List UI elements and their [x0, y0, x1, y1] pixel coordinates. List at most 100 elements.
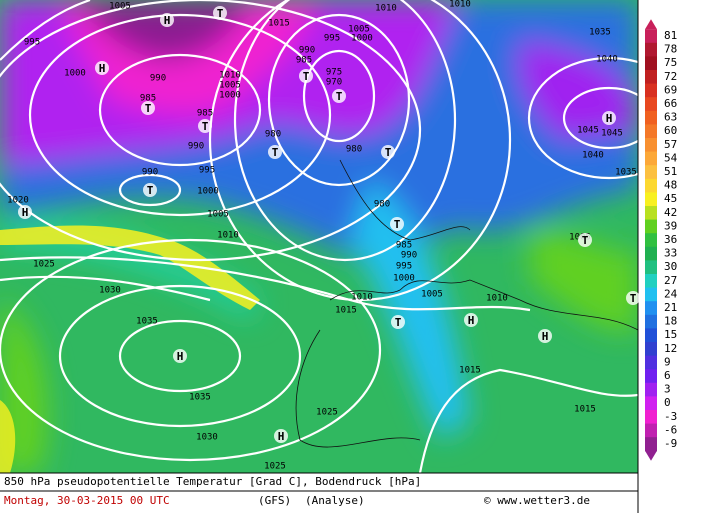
isobar-label: 980: [374, 200, 390, 210]
isobar-label: 990: [142, 168, 158, 178]
pressure-center: T: [582, 234, 589, 247]
isobar-label: 1035: [589, 28, 611, 38]
center-halo: [268, 145, 282, 159]
colorbar-label: 36: [664, 233, 677, 246]
colorbar-swatch: [645, 287, 657, 302]
center-halo: [160, 13, 174, 27]
colorbar-label: 81: [664, 29, 677, 42]
isobar-label: 1005: [348, 25, 370, 35]
colorbar-label: 21: [664, 301, 677, 314]
center-halo: [391, 315, 405, 329]
isobar-label: 1010: [486, 294, 508, 304]
colorbar-label: 69: [664, 83, 677, 96]
colorbar-label: 51: [664, 165, 677, 178]
center-halo: [274, 429, 288, 443]
colorbar-swatch: [645, 178, 657, 193]
pressure-center: H: [164, 14, 171, 27]
colorbar-label: 75: [664, 56, 677, 69]
isobar-label: 1040: [596, 55, 618, 65]
isobar-label: 1000: [197, 187, 219, 197]
colorbar-swatch: [645, 124, 657, 139]
center-halo: [18, 205, 32, 219]
isobar-label: 990: [401, 251, 417, 261]
center-halo: [381, 145, 395, 159]
colorbar-swatch: [645, 355, 657, 370]
isobar-label: 1010: [351, 293, 373, 303]
pressure-center: T: [303, 70, 310, 83]
isobar-label: 1045: [577, 126, 599, 136]
colorbar-label: 63: [664, 111, 677, 124]
colorbar-label: 30: [664, 260, 677, 273]
isobar-label: 1025: [33, 260, 55, 270]
colorbar-label: 9: [664, 355, 671, 368]
colorbar-swatch: [645, 437, 657, 452]
isobar-label: 995: [24, 38, 40, 48]
isobar-label: 990: [188, 142, 204, 152]
colorbar-swatch: [645, 260, 657, 275]
center-halo: [173, 349, 187, 363]
pressure-center: H: [99, 62, 106, 75]
colorbar-label: 27: [664, 274, 677, 287]
colorbar-label: -3: [664, 410, 677, 423]
isobar-label: 1035: [136, 317, 158, 327]
pressure-center: H: [468, 314, 475, 327]
isobar-label: 1000: [219, 91, 241, 101]
isobar-label: 980: [265, 130, 281, 140]
isobar-label: 1025: [264, 462, 286, 472]
isobar-label: 1015: [268, 19, 290, 29]
colorbar-swatch: [645, 219, 657, 234]
isobar-label: 985: [197, 109, 213, 119]
footer-credit: © www.wetter3.de: [484, 494, 590, 507]
colorbar-swatch: [645, 206, 657, 221]
isobar-label: 985: [140, 94, 156, 104]
isobar-label: 1005: [109, 2, 131, 12]
colorbar-swatch: [645, 83, 657, 98]
pressure-center: T: [395, 316, 402, 329]
center-halo: [299, 69, 313, 83]
isobar-label: 1010: [375, 4, 397, 14]
pressure-center: H: [542, 330, 549, 343]
pressure-center: T: [147, 184, 154, 197]
colorbar-label: 3: [664, 383, 671, 396]
colorbar-label: 33: [664, 247, 677, 260]
colorbar-label: 12: [664, 342, 677, 355]
pressure-center: T: [202, 120, 209, 133]
colorbar-label: 60: [664, 124, 677, 137]
footer-kind: (Analyse): [305, 494, 365, 507]
colorbar-label: 6: [664, 369, 671, 382]
colorbar-label: 18: [664, 315, 677, 328]
isobar-label: 1005: [207, 210, 229, 220]
center-halo: [626, 291, 640, 305]
isobar-label: 1015: [574, 405, 596, 415]
colorbar-swatch: [645, 328, 657, 343]
center-halo: [464, 313, 478, 327]
pressure-center: H: [606, 112, 613, 125]
isobar-label: 980: [346, 145, 362, 155]
center-halo: [538, 329, 552, 343]
isobar-label: 990: [299, 46, 315, 56]
colorbar-swatch: [645, 233, 657, 248]
center-halo: [143, 183, 157, 197]
pressure-center: T: [385, 146, 392, 159]
isobar-label: 995: [324, 34, 340, 44]
pressure-center: T: [145, 102, 152, 115]
isobar-label: 975: [326, 68, 342, 78]
isobar-label: 970: [326, 78, 342, 88]
center-halo: [213, 6, 227, 20]
colorbar-swatch: [645, 274, 657, 289]
pressure-center: H: [278, 430, 285, 443]
colorbar-swatch: [645, 110, 657, 125]
center-halo: [141, 101, 155, 115]
isobar-label: 995: [396, 262, 412, 272]
pressure-center: T: [630, 292, 637, 305]
colorbar-swatch: [645, 165, 657, 180]
colorbar-label: -6: [664, 423, 677, 436]
colorbar-swatch: [645, 382, 657, 397]
center-halo: [332, 89, 346, 103]
pressure-center: H: [22, 206, 29, 219]
isobar-label: 1005: [219, 81, 241, 91]
isobar-label: 1010: [219, 71, 241, 81]
center-halo: [95, 61, 109, 75]
colorbar-label: 0: [664, 396, 671, 409]
